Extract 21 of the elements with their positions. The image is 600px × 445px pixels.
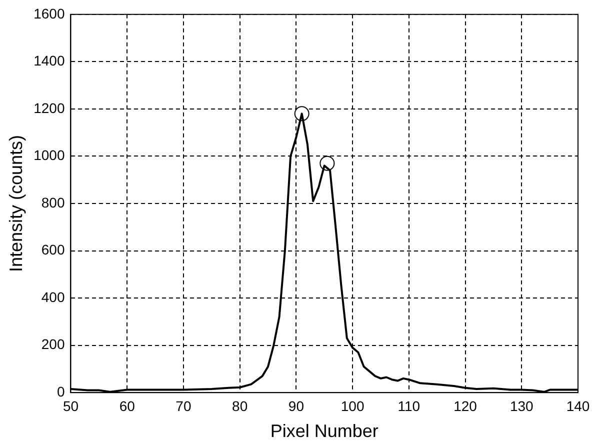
y-tick-label: 0 <box>56 383 65 400</box>
x-tick-label: 60 <box>119 398 136 414</box>
y-tick-label: 400 <box>41 288 65 305</box>
y-axis-title: Intensity (counts) <box>6 134 26 272</box>
x-tick-label: 140 <box>566 398 590 414</box>
x-axis-title: Pixel Number <box>270 421 378 442</box>
x-tick-label: 120 <box>454 398 478 414</box>
y-tick-label: 200 <box>41 336 65 352</box>
y-tick-label: 800 <box>41 194 65 210</box>
x-tick-label: 80 <box>232 398 248 414</box>
y-tick-label: 1000 <box>34 147 65 164</box>
y-tick-label: 1400 <box>34 52 65 69</box>
y-tick-label: 1200 <box>34 100 65 116</box>
y-tick-label: 600 <box>41 242 65 258</box>
x-tick-label: 100 <box>340 398 364 414</box>
y-tick-label: 1600 <box>34 5 65 22</box>
x-tick-label: 90 <box>288 398 304 414</box>
x-tick-label: 50 <box>62 398 79 414</box>
x-tick-label: 70 <box>176 398 192 414</box>
x-tick-label: 130 <box>510 398 534 414</box>
x-tick-label: 110 <box>398 398 420 414</box>
